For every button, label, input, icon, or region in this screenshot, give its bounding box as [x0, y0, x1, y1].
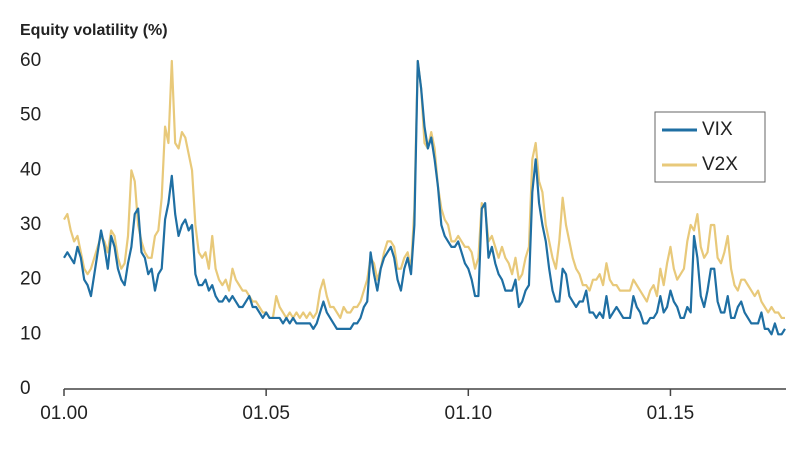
- legend-label: VIX: [702, 119, 733, 140]
- y-tick-label: 50: [20, 105, 41, 126]
- series-line: [63, 59, 786, 336]
- legend-label: V2X: [702, 154, 738, 175]
- y-tick-label: 0: [20, 378, 31, 399]
- y-axis-title: Equity volatility (%): [20, 22, 168, 39]
- x-tick-label: 01.00: [40, 403, 88, 424]
- y-tick-label: 40: [20, 159, 41, 180]
- y-tick-label: 30: [20, 214, 41, 235]
- x-tick-label: 01.15: [647, 403, 695, 424]
- x-tick-label: 01.05: [242, 403, 290, 424]
- legend-box: [654, 111, 766, 183]
- y-tick-label: 10: [20, 323, 41, 344]
- series-line: [63, 59, 785, 320]
- y-tick-label: 20: [20, 269, 41, 290]
- x-tick-label: 01.10: [445, 403, 493, 424]
- y-tick-label: 60: [20, 50, 41, 71]
